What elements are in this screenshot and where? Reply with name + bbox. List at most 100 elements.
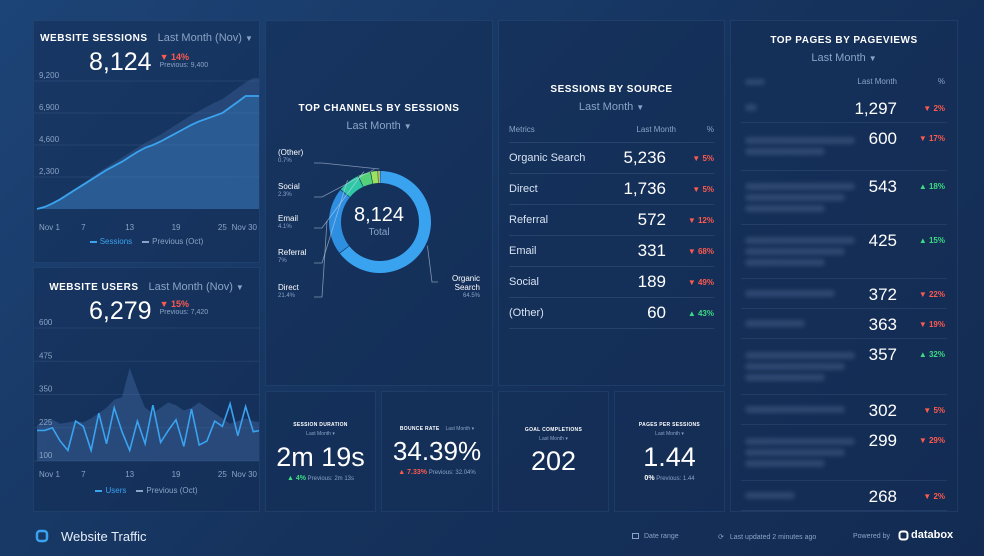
- users-legend-previous-label: Previous (Oct): [146, 486, 198, 495]
- table-row[interactable]: 543 ▲ 18%: [741, 171, 947, 225]
- page-views-value: 302: [868, 401, 897, 420]
- blurred-page-title: [745, 103, 757, 111]
- donut-label-direct-name: Direct: [278, 283, 299, 292]
- goal-completions-period-label: Last Month: [539, 436, 564, 442]
- page-views-value: 357: [868, 345, 897, 364]
- table-row[interactable]: 1,297 ▼ 2%: [741, 93, 947, 123]
- y-tick-label: 350: [39, 385, 53, 394]
- top-pages-header: Last Month %: [741, 77, 947, 91]
- goal-completions-panel: GOAL COMPLETIONS Last Month ▾ 202: [498, 391, 609, 512]
- chevron-down-icon: ▼: [868, 54, 877, 63]
- sessions-legend-current[interactable]: Sessions: [89, 237, 133, 246]
- donut-label-email: Email 4.1%: [278, 214, 298, 232]
- table-row[interactable]: Referral 572 ▼ 12%: [509, 205, 714, 236]
- website-sessions-chart: 9,200 6,900 4,600 2,300 Nov 1 7 13 19 25 Nov 30: [34, 71, 259, 232]
- table-row[interactable]: 302 ▼ 5%: [741, 395, 947, 425]
- table-row[interactable]: (Other) 60 ▲ 43%: [509, 298, 714, 329]
- donut-label-direct-pct: 21.4%: [278, 293, 296, 299]
- date-range-label: Date range: [644, 533, 679, 540]
- donut-leader-line: [314, 220, 328, 298]
- users-previous-area: [37, 367, 259, 461]
- pages-per-session-previous: Previous: 1.44: [656, 476, 695, 482]
- sessions-legend-current-label: Sessions: [99, 237, 133, 246]
- sessions-legend-previous[interactable]: Previous (Oct): [142, 237, 203, 246]
- top-pages-col-pct: %: [937, 77, 945, 86]
- bounce-rate-title: BOUNCE RATE: [399, 426, 440, 432]
- page-views-change: ▼ 29%: [918, 436, 945, 445]
- donut-slice[interactable]: [329, 189, 350, 253]
- table-row[interactable]: 357 ▲ 32%: [741, 339, 947, 395]
- donut-label-other-name: (Other): [278, 148, 304, 157]
- source-change: ▼ 49%: [687, 277, 714, 287]
- page-views-value: 425: [868, 231, 897, 250]
- pages-per-session-period-dropdown[interactable]: Last Month ▾: [615, 431, 724, 437]
- x-tick-label: Nov 30: [232, 223, 258, 232]
- table-row[interactable]: Social 189 ▼ 49%: [509, 267, 714, 298]
- website-users-period-dropdown[interactable]: Last Month (Nov) ▼: [149, 281, 244, 293]
- website-sessions-period-label: Last Month (Nov): [157, 32, 242, 44]
- blurred-page-title: [745, 459, 825, 467]
- table-row[interactable]: 372 ▼ 22%: [741, 279, 947, 309]
- source-label: Organic Search: [509, 152, 586, 164]
- x-tick-label: Nov 1: [39, 223, 60, 232]
- x-tick-label: 13: [125, 470, 134, 479]
- sessions-by-source-panel: SESSIONS BY SOURCE Last Month ▼ Metrics L…: [498, 20, 725, 386]
- website-users-previous: Previous: 7,420: [159, 309, 209, 316]
- table-row[interactable]: 425 ▲ 15%: [741, 225, 947, 279]
- table-row[interactable]: 299 ▼ 29%: [741, 425, 947, 481]
- chevron-down-icon: ▼: [636, 103, 645, 112]
- pages-per-session-change: 0%: [644, 475, 655, 482]
- top-pages-period-label: Last Month: [811, 52, 866, 64]
- blurred-page-title: [745, 258, 825, 266]
- y-tick-label: 6,900: [39, 103, 60, 112]
- y-tick-label: 4,600: [39, 135, 60, 144]
- y-tick-label: 600: [39, 318, 53, 327]
- top-channels-period-dropdown[interactable]: Last Month ▼: [266, 120, 492, 132]
- table-row[interactable]: 363 ▼ 19%: [741, 309, 947, 339]
- sessions-by-source-period-dropdown[interactable]: Last Month ▼: [499, 101, 724, 113]
- table-row[interactable]: Direct 1,736 ▼ 5%: [509, 174, 714, 205]
- donut-slice[interactable]: [370, 171, 379, 184]
- session-duration-period-dropdown[interactable]: Last Month ▾: [266, 431, 375, 437]
- donut-label-other-pct: 0.7%: [278, 158, 292, 164]
- databox-brand-link[interactable]: databox: [898, 529, 953, 541]
- donut-label-email-pct: 4.1%: [278, 224, 292, 230]
- bounce-rate-period-dropdown[interactable]: Last Month ▾: [445, 426, 474, 432]
- table-row[interactable]: 268 ▼ 2%: [741, 481, 947, 511]
- users-legend-previous[interactable]: Previous (Oct): [136, 486, 198, 495]
- donut-label-organic: Organic Search 64.5%: [430, 274, 480, 301]
- x-tick-label: 19: [172, 223, 181, 232]
- blurred-page-title: [745, 373, 825, 381]
- blurred-page-title: [745, 289, 835, 297]
- table-row[interactable]: Email 331 ▼ 68%: [509, 236, 714, 267]
- chevron-down-icon: ▼: [244, 34, 253, 43]
- chevron-down-icon: ▼: [235, 283, 244, 292]
- website-sessions-previous: Previous: 9,400: [159, 62, 209, 69]
- table-row[interactable]: 600 ▼ 17%: [741, 123, 947, 171]
- page-views-change: ▼ 2%: [923, 492, 945, 501]
- sessions-legend-previous-label: Previous (Oct): [152, 237, 204, 246]
- page-views-change: ▲ 18%: [918, 182, 945, 191]
- page-views-change: ▼ 17%: [918, 134, 945, 143]
- pages-per-session-title: PAGES PER SESSIONS: [638, 422, 701, 428]
- y-tick-label: 100: [39, 451, 53, 460]
- y-tick-label: 475: [39, 351, 53, 360]
- goal-completions-period-dropdown[interactable]: Last Month ▾: [499, 436, 608, 442]
- website-sessions-period-dropdown[interactable]: Last Month (Nov) ▼: [158, 32, 253, 44]
- users-legend-current[interactable]: Users: [95, 486, 126, 495]
- page-views-value: 363: [868, 315, 897, 334]
- donut-leader-line: [314, 179, 348, 264]
- donut-slice[interactable]: [378, 171, 380, 184]
- source-value: 60: [647, 303, 666, 322]
- bounce-rate-value: 34.39%: [392, 436, 482, 466]
- date-range-control[interactable]: Date range: [632, 533, 679, 540]
- databox-brand-label: databox: [911, 529, 954, 541]
- top-pages-title: TOP PAGES BY PAGEVIEWS: [770, 35, 918, 46]
- top-pages-period-dropdown[interactable]: Last Month ▼: [731, 52, 957, 64]
- donut-slice[interactable]: [340, 176, 363, 198]
- table-row[interactable]: Organic Search 5,236 ▼ 5%: [509, 143, 714, 174]
- goal-completions-title: GOAL COMPLETIONS: [524, 427, 583, 433]
- page-views-value: 372: [868, 285, 897, 304]
- databox-brand-icon: [898, 530, 909, 541]
- chevron-down-icon: ▾: [471, 426, 475, 432]
